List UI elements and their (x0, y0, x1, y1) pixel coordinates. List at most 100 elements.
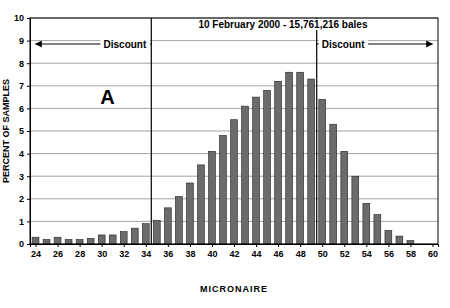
y-tick-mark (27, 154, 30, 155)
bar (43, 239, 50, 244)
bar (374, 215, 381, 244)
x-tick: 50 (318, 244, 328, 259)
x-tick-label: 38 (185, 249, 195, 259)
y-tick: 9 (19, 36, 30, 46)
y-tick-mark (27, 244, 30, 245)
x-tick: 52 (340, 244, 350, 259)
chart: 2426283032343638404244464850525456586001… (0, 0, 450, 308)
chart-title: 10 February 2000 - 15,761,216 bales (198, 19, 367, 30)
x-tick-label: 34 (141, 249, 151, 259)
x-tick-label: 42 (229, 249, 239, 259)
x-axis: 24262830323436384042444648505254565860 (31, 244, 439, 259)
x-tick-label: 40 (207, 249, 217, 259)
x-tick: 40 (207, 244, 217, 259)
bar (120, 232, 127, 244)
x-tick: 38 (185, 244, 195, 259)
y-tick-label: 4 (19, 149, 24, 159)
x-tick: 34 (141, 244, 151, 259)
x-tick-label: 56 (384, 249, 394, 259)
bar (385, 230, 392, 244)
bar (153, 220, 160, 244)
bar (286, 72, 293, 244)
bar (164, 208, 171, 244)
bar (198, 165, 205, 244)
grid-line (30, 40, 438, 41)
y-tick: 0 (19, 239, 30, 249)
y-tick: 1 (19, 217, 30, 227)
bars (32, 72, 414, 244)
grid-line (30, 108, 438, 109)
y-tick-label: 8 (19, 59, 24, 69)
x-tick: 26 (53, 244, 63, 259)
x-tick: 56 (384, 244, 394, 259)
x-tick: 32 (119, 244, 129, 259)
y-tick: 7 (19, 81, 30, 91)
x-tick-mark (80, 244, 81, 247)
bar (264, 90, 271, 244)
x-tick-mark (168, 244, 169, 247)
bar (54, 237, 61, 244)
y-tick-label: 1 (19, 217, 24, 227)
x-tick: 48 (296, 244, 306, 259)
y-axis: 012345678910 (14, 13, 31, 249)
y-tick-label: 2 (19, 194, 24, 204)
x-tick-label: 60 (428, 249, 438, 259)
x-tick-mark (190, 244, 191, 247)
y-tick-mark (27, 86, 30, 87)
bar (32, 237, 39, 244)
x-tick: 44 (252, 244, 262, 259)
y-tick: 6 (19, 104, 30, 114)
y-tick-mark (27, 41, 30, 42)
y-tick: 10 (14, 13, 30, 23)
x-tick-mark (256, 244, 257, 247)
bar (319, 99, 326, 244)
bar (109, 235, 116, 244)
bar (186, 183, 193, 244)
bar (352, 176, 359, 244)
x-tick-mark (212, 244, 213, 247)
y-axis-title: PERCENT OF SAMPLES (1, 79, 11, 183)
x-tick-label: 52 (340, 249, 350, 259)
grid-line (30, 63, 438, 64)
bar (297, 72, 304, 244)
x-tick: 42 (229, 244, 239, 259)
bar (330, 124, 337, 244)
x-tick: 28 (75, 244, 85, 259)
x-tick-label: 24 (31, 249, 41, 259)
x-tick: 54 (362, 244, 372, 259)
discount-label: Discount (104, 39, 147, 50)
x-tick-label: 36 (163, 249, 173, 259)
x-tick-label: 26 (53, 249, 63, 259)
y-tick-label: 10 (14, 13, 24, 23)
x-tick-label: 50 (318, 249, 328, 259)
x-tick-label: 54 (362, 249, 372, 259)
bar (76, 239, 83, 244)
x-tick: 46 (274, 244, 284, 259)
y-tick-label: 6 (19, 104, 24, 114)
x-tick-mark (366, 244, 367, 247)
y-tick: 2 (19, 194, 30, 204)
y-tick-mark (27, 176, 30, 177)
x-axis-line (31, 245, 439, 248)
bar (220, 136, 227, 244)
y-tick-mark (27, 131, 30, 132)
y-tick-label: 0 (19, 239, 24, 249)
bar (87, 238, 94, 244)
x-tick-mark (300, 244, 301, 247)
x-tick: 24 (31, 244, 41, 259)
bar (175, 197, 182, 244)
bar (308, 79, 315, 244)
x-tick-mark (146, 244, 147, 247)
y-tick-mark (27, 108, 30, 109)
x-tick-label: 48 (296, 249, 306, 259)
label-background (319, 39, 368, 50)
x-tick-label: 58 (406, 249, 416, 259)
x-tick-mark (410, 244, 411, 247)
x-tick-label: 46 (274, 249, 284, 259)
bar (131, 228, 138, 244)
x-tick: 36 (163, 244, 173, 259)
y-tick-label: 5 (19, 126, 24, 136)
x-tick-mark (322, 244, 323, 247)
discount-boundary (151, 18, 152, 244)
y-tick: 8 (19, 59, 30, 69)
